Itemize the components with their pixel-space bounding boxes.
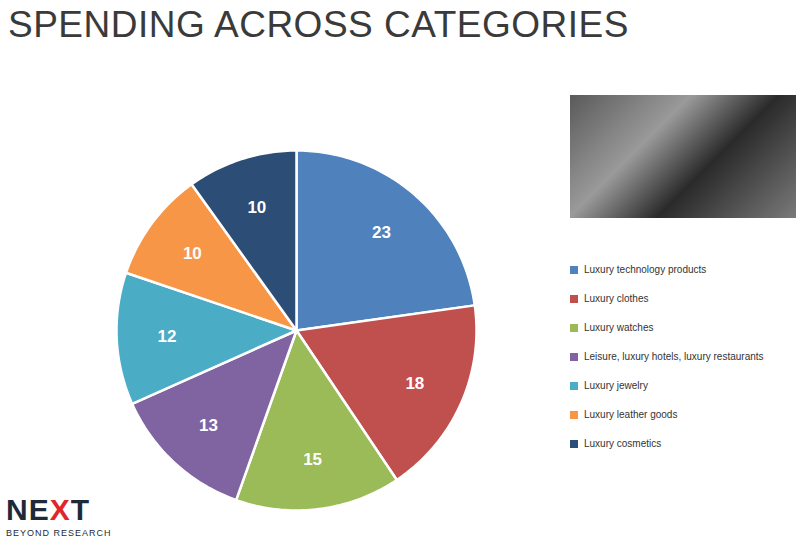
html-text:Luxury jewelry: Luxury jewelry — [584, 380, 648, 391]
html-text:Luxury leather goods: Luxury leather goods — [584, 409, 678, 420]
html-text:Luxury clothes: Luxury clothes — [584, 293, 649, 304]
svg-text:10: 10 — [247, 198, 266, 217]
html-text:SPENDING ACROSS CATEGORIES: SPENDING ACROSS CATEGORIES — [8, 4, 629, 45]
html-text:Luxury technology products: Luxury technology products — [584, 264, 707, 275]
svg-text:23: 23 — [372, 223, 391, 242]
html-text:Luxury cosmetics: Luxury cosmetics — [584, 438, 662, 449]
svg-text:12: 12 — [158, 327, 177, 346]
html-text:N E X T: N E X T — [6, 493, 90, 526]
svg-text:13: 13 — [199, 416, 218, 435]
svg-text:18: 18 — [405, 374, 424, 393]
svg-text:10: 10 — [183, 244, 202, 263]
html-text:Leisure, luxury hotels, luxury: Leisure, luxury hotels, luxury restauran… — [584, 351, 764, 362]
svg-text:15: 15 — [303, 450, 322, 469]
html-text:Luxury watches: Luxury watches — [584, 322, 654, 333]
html-text:BEYOND RESEARCH: BEYOND RESEARCH — [6, 528, 112, 538]
